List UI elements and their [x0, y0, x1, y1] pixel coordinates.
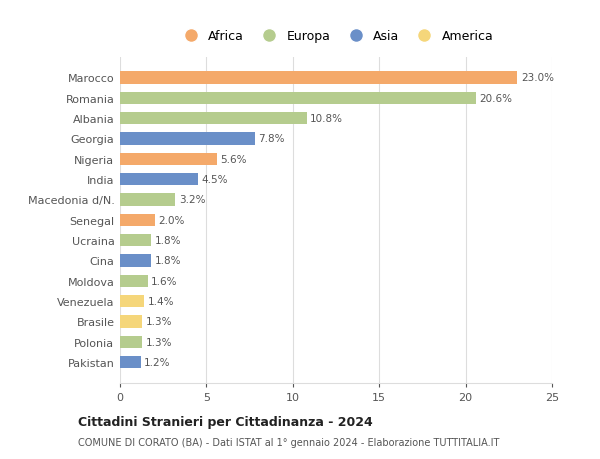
Text: 10.8%: 10.8% [310, 114, 343, 124]
Bar [120, 235, 151, 246]
Bar [120, 275, 148, 287]
Text: 20.6%: 20.6% [479, 94, 512, 104]
Text: COMUNE DI CORATO (BA) - Dati ISTAT al 1° gennaio 2024 - Elaborazione TUTTITALIA.: COMUNE DI CORATO (BA) - Dati ISTAT al 1°… [78, 437, 499, 447]
Bar [120, 72, 517, 84]
Text: 2.0%: 2.0% [158, 215, 184, 225]
Bar [120, 194, 175, 206]
Text: 1.3%: 1.3% [146, 337, 172, 347]
Bar [120, 296, 144, 308]
Text: Cittadini Stranieri per Cittadinanza - 2024: Cittadini Stranieri per Cittadinanza - 2… [78, 415, 373, 428]
Bar [120, 316, 142, 328]
Text: 23.0%: 23.0% [521, 73, 554, 83]
Bar [120, 133, 255, 145]
Bar [120, 336, 142, 348]
Bar [120, 153, 217, 166]
Text: 1.6%: 1.6% [151, 276, 178, 286]
Text: 1.8%: 1.8% [155, 256, 181, 266]
Text: 1.3%: 1.3% [146, 317, 172, 327]
Text: 1.2%: 1.2% [144, 358, 170, 367]
Bar [120, 113, 307, 125]
Text: 1.8%: 1.8% [155, 235, 181, 246]
Text: 5.6%: 5.6% [220, 155, 247, 164]
Bar [120, 214, 155, 226]
Bar [120, 356, 141, 369]
Text: 4.5%: 4.5% [201, 175, 228, 185]
Bar [120, 92, 476, 105]
Legend: Africa, Europa, Asia, America: Africa, Europa, Asia, America [176, 28, 496, 46]
Text: 3.2%: 3.2% [179, 195, 205, 205]
Bar [120, 255, 151, 267]
Text: 1.4%: 1.4% [148, 297, 174, 307]
Bar [120, 174, 198, 186]
Text: 7.8%: 7.8% [258, 134, 285, 144]
